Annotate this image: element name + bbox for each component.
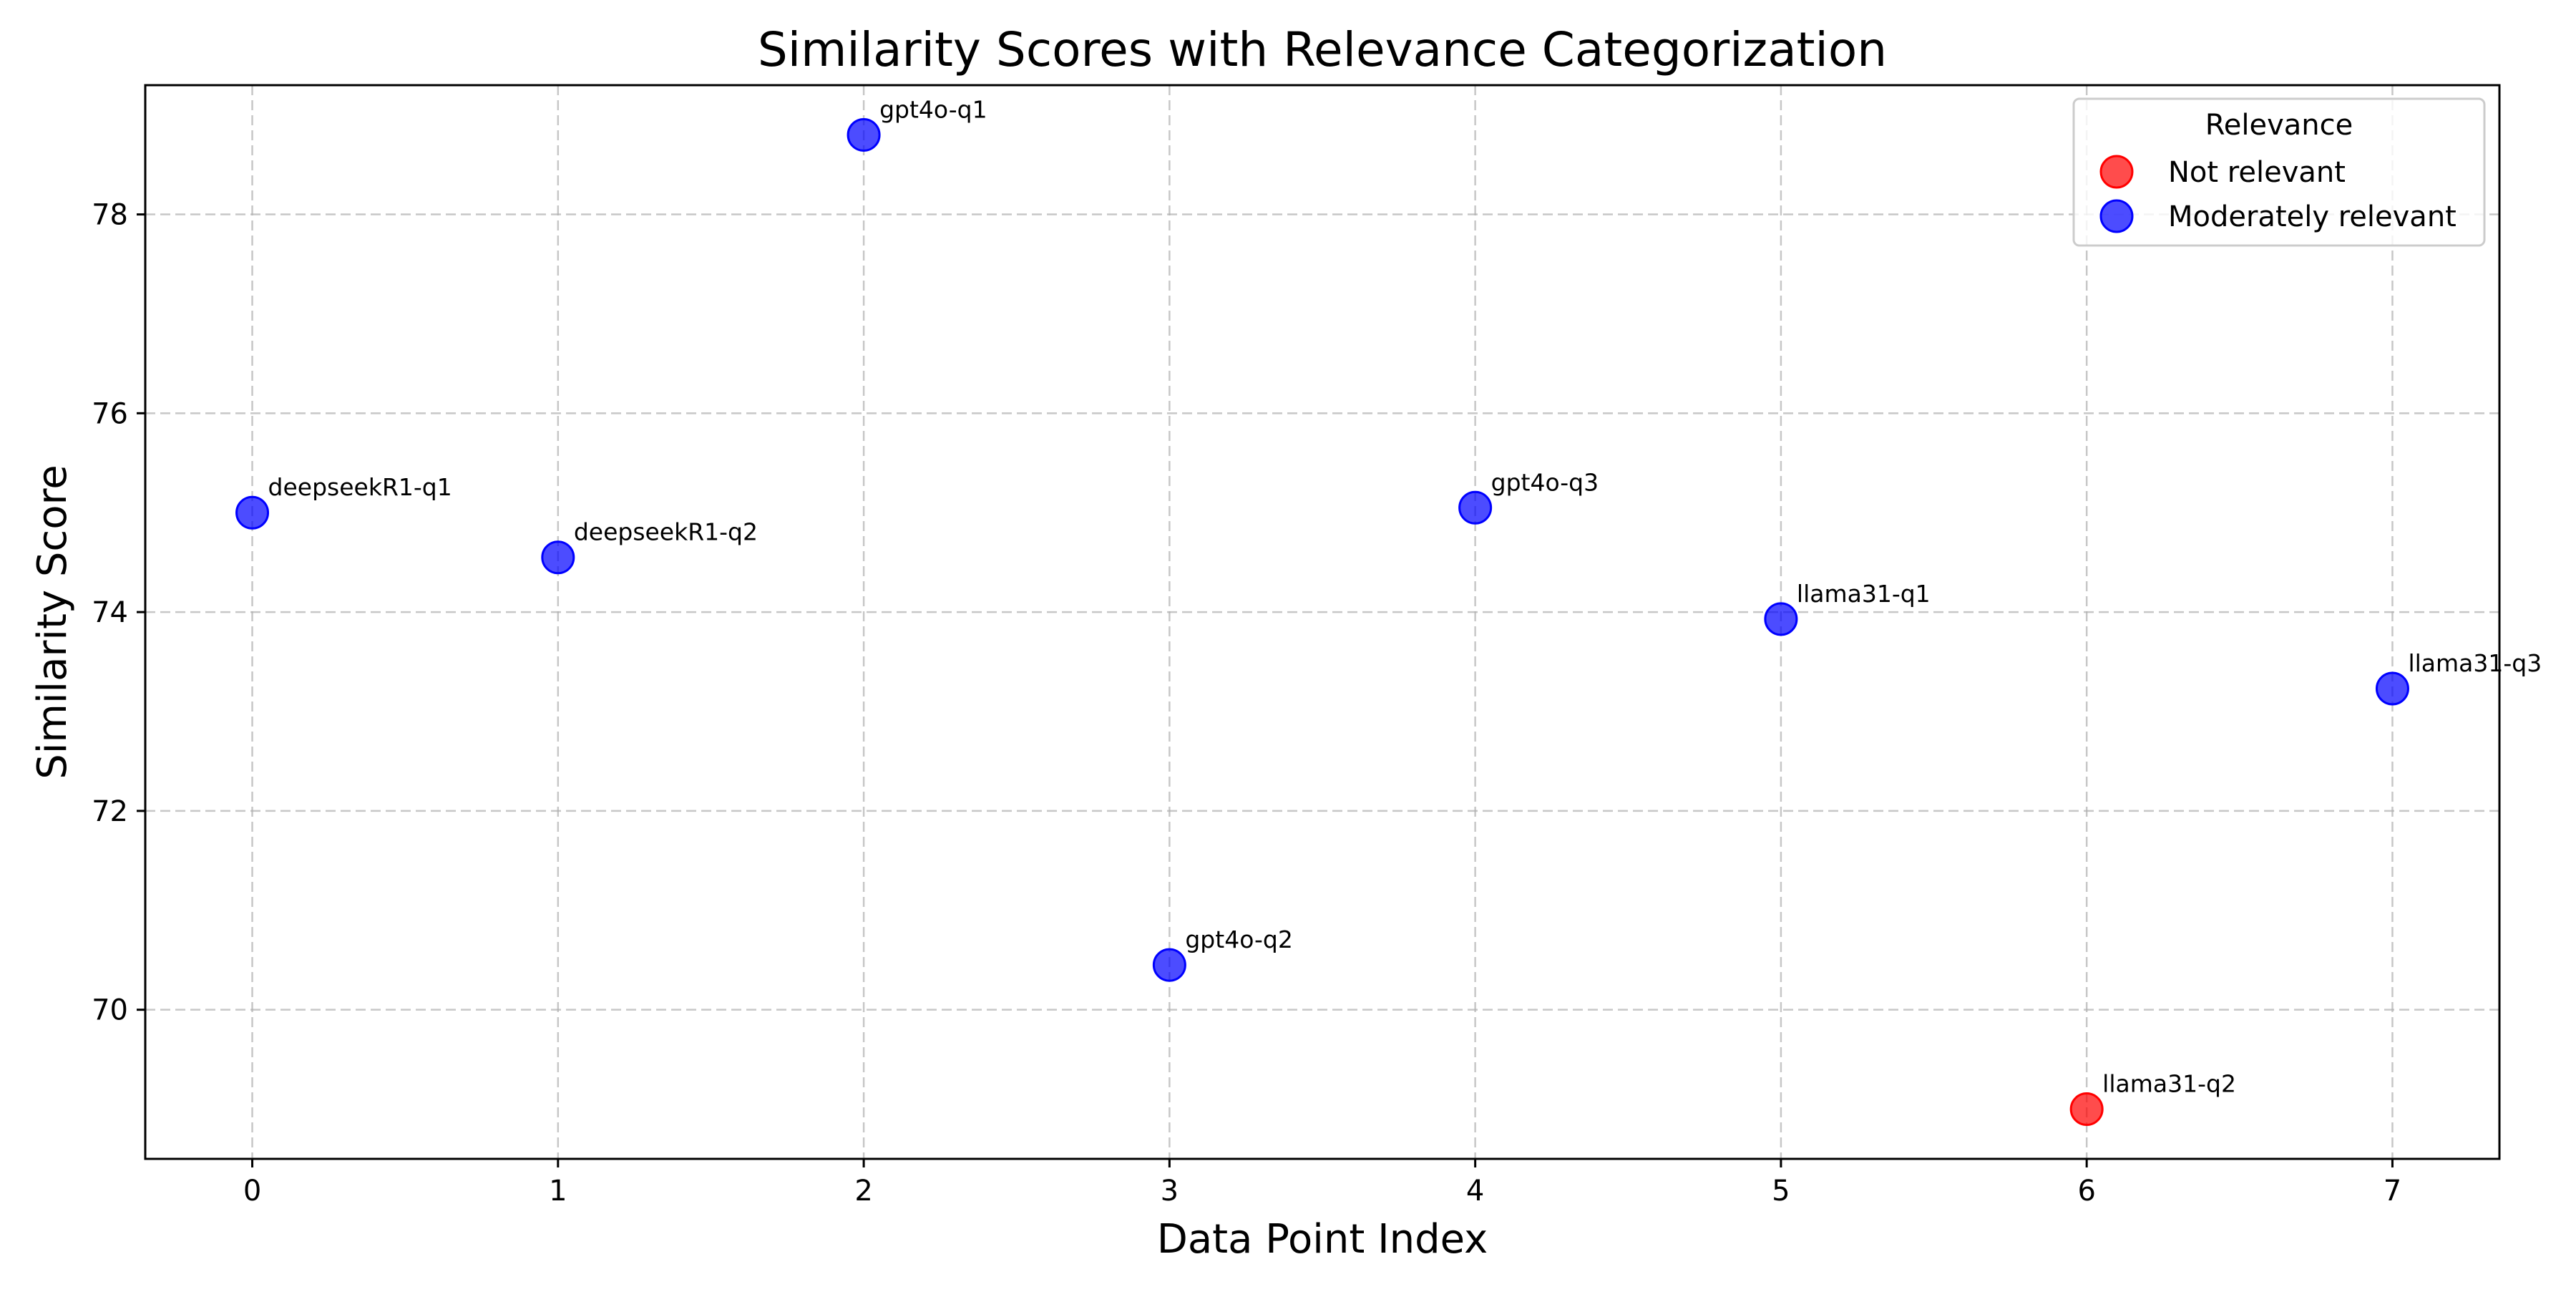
x-tick-label: 3 <box>1161 1175 1179 1208</box>
legend-marker-moderately-relevant <box>2099 199 2134 233</box>
x-tick-label: 7 <box>2384 1175 2401 1208</box>
chart-title: Similarity Scores with Relevance Categor… <box>758 22 1887 77</box>
data-point <box>847 117 881 152</box>
data-point-label: llama31-q2 <box>2102 1070 2236 1098</box>
x-tick-label: 2 <box>854 1175 872 1208</box>
data-point-label: gpt4o-q2 <box>1185 926 1292 953</box>
legend-marker-not-relevant <box>2099 155 2134 189</box>
y-tick-label: 78 <box>92 199 128 232</box>
y-tick-label: 76 <box>92 397 128 430</box>
x-tick-label: 6 <box>2077 1175 2095 1208</box>
legend-title: Relevance <box>2205 109 2353 142</box>
y-tick-label: 70 <box>92 994 128 1027</box>
y-tick-label: 74 <box>92 596 128 629</box>
data-point <box>1764 602 1798 636</box>
data-point <box>2375 671 2409 706</box>
data-point <box>1458 490 1493 525</box>
legend-label-not-relevant: Not relevant <box>2168 156 2346 189</box>
data-point <box>235 495 270 530</box>
x-tick-label: 1 <box>549 1175 567 1208</box>
x-tick-label: 0 <box>243 1175 261 1208</box>
y-tick-label: 72 <box>92 795 128 828</box>
data-point-label: gpt4o-q1 <box>879 95 987 123</box>
data-point <box>1152 948 1186 982</box>
data-point-label: llama31-q1 <box>1797 580 1931 608</box>
ticks-layer: 0 1 2 3 4 5 6 7 70 72 74 76 78 <box>92 199 2401 1208</box>
plot-area-frame <box>144 84 2501 1160</box>
data-point-label: deepseekR1-q2 <box>574 518 758 546</box>
points-layer: deepseekR1-q1 deepseekR1-q2 gpt4o-q1 gpt4o-… <box>235 95 2542 1127</box>
data-point-label: deepseekR1-q1 <box>268 473 452 501</box>
legend: Relevance Not relevant Moderately releva… <box>2072 97 2486 247</box>
data-point-label: gpt4o-q3 <box>1491 468 1599 496</box>
legend-box <box>2072 97 2486 247</box>
x-tick-label: 5 <box>1772 1175 1790 1208</box>
x-tick-label: 4 <box>1466 1175 1484 1208</box>
y-axis-label: Similarity Score <box>29 465 76 779</box>
x-axis-label: Data Point Index <box>1157 1216 1488 1263</box>
data-point <box>2069 1092 2104 1127</box>
legend-label-moderately-relevant: Moderately relevant <box>2168 200 2457 233</box>
data-point <box>541 540 575 575</box>
data-point-label: llama31-q3 <box>2408 649 2542 677</box>
